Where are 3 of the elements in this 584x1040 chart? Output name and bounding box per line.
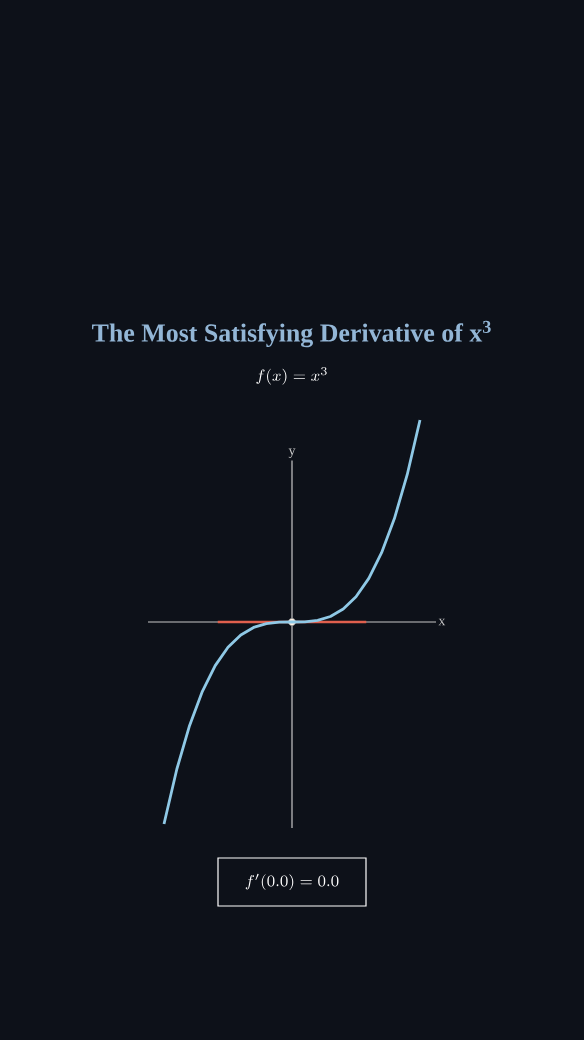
chart-title: The Most Satisfying Derivative of x$^{3}$ (92, 320, 491, 348)
text: $f'(0.0) = 0.0$ (245, 873, 339, 891)
chart-subtitle: $f(x) = x^3$ (256, 367, 327, 385)
